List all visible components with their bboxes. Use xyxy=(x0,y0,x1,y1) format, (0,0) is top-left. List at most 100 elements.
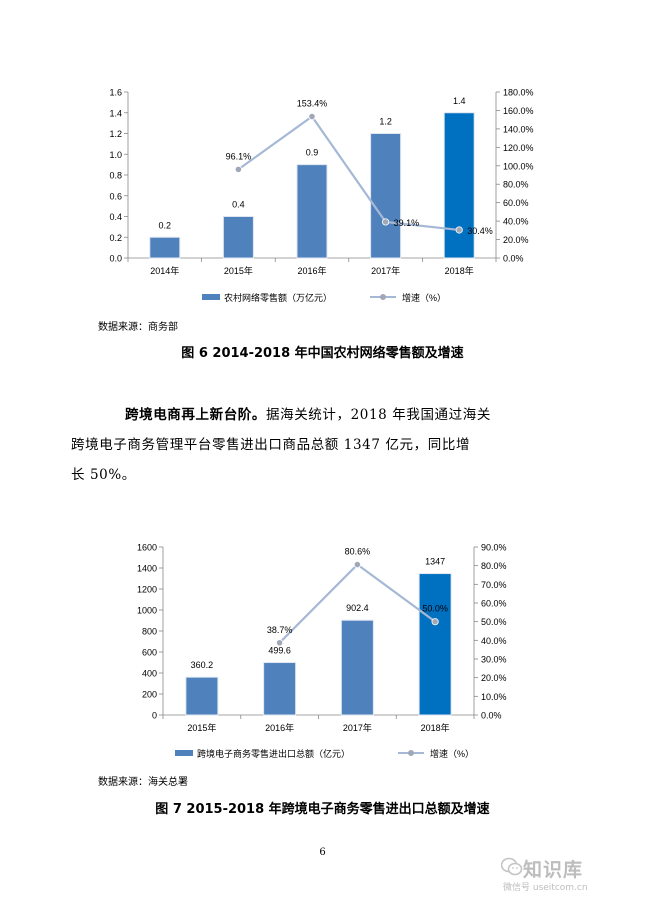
y-tick-label: 1.2 xyxy=(109,129,122,139)
bar-data-label: 0.2 xyxy=(159,220,172,230)
legend-bar-swatch xyxy=(175,750,193,756)
y-tick-label: 0.6 xyxy=(109,191,122,201)
paragraph-line2: 跨境电子商务管理平台零售进出口商品总额 1347 亿元，同比增 xyxy=(71,437,471,453)
x-tick-label: 2014年 xyxy=(150,265,179,276)
y-tick-label: 0.2 xyxy=(109,233,122,243)
growth-point xyxy=(234,165,242,173)
y2-tick-label: 60.0% xyxy=(503,198,529,208)
x-tick-label: 2017年 xyxy=(343,722,372,733)
x-tick-label: 2015年 xyxy=(224,265,253,276)
figure7-source: 数据来源：海关总署 xyxy=(98,777,188,788)
y-tick-label: 1600 xyxy=(137,543,157,553)
bar-data-label: 1.4 xyxy=(453,96,466,106)
y-tick-label: 200 xyxy=(142,690,157,700)
watermark-subtitle: 微信号 useitcom.cn xyxy=(503,883,588,893)
y2-tick-label: 160.0% xyxy=(503,106,534,116)
x-tick-label: 2017年 xyxy=(371,265,400,276)
paragraph-lead: 跨境电商再上新台阶。 xyxy=(125,407,266,423)
bar xyxy=(149,236,181,259)
y-tick-label: 0.8 xyxy=(109,171,122,181)
growth-data-label: 39.1% xyxy=(394,218,420,228)
y2-tick-label: 40.0% xyxy=(503,217,529,227)
y2-tick-label: 20.0% xyxy=(503,235,529,245)
body-paragraph: 跨境电商再上新台阶。据海关统计，2018 年我国通过海关 跨境电子商务管理平台零… xyxy=(71,400,548,490)
legend-bar-label: 农村网络零售额（万亿元） xyxy=(224,292,332,303)
bar xyxy=(443,112,475,259)
bar xyxy=(296,164,328,259)
growth-line xyxy=(237,114,460,232)
growth-point xyxy=(455,226,463,234)
growth-data-label: 30.4% xyxy=(467,226,493,236)
y2-tick-label: 90.0% xyxy=(481,543,507,553)
growth-data-label: 38.7% xyxy=(267,625,293,635)
figure6-source: 数据来源：商务部 xyxy=(98,322,178,333)
paragraph-line3: 长 50%。 xyxy=(71,467,136,483)
growth-point xyxy=(381,218,390,226)
growth-data-label: 80.6% xyxy=(345,547,371,557)
y-tick-label: 1400 xyxy=(137,564,157,574)
y2-tick-label: 10.0% xyxy=(481,692,507,702)
bar-data-label: 1347 xyxy=(425,557,445,567)
y-tick-label: 1.0 xyxy=(109,150,122,160)
figure7-caption: 图 7 2015-2018 年跨境电子商务零售进出口总额及增速 xyxy=(155,802,490,817)
y-tick-label: 1000 xyxy=(137,606,157,616)
growth-point xyxy=(431,618,439,626)
x-tick-label: 2018年 xyxy=(421,722,450,733)
x-tick-label: 2015年 xyxy=(187,722,216,733)
growth-point xyxy=(353,560,361,569)
watermark: 知识库 微信号 useitcom.cn xyxy=(501,853,621,895)
bar xyxy=(263,662,297,716)
bar-data-label: 902.4 xyxy=(346,603,369,613)
legend-line-marker xyxy=(408,750,414,756)
y2-tick-label: 100.0% xyxy=(503,161,534,171)
growth-point xyxy=(276,639,284,647)
wechat-icon xyxy=(501,857,523,876)
legend-bar-label: 跨境电子商务零售进出口总额（亿元） xyxy=(197,748,350,759)
bar xyxy=(185,676,219,716)
bar xyxy=(370,133,402,259)
y-tick-label: 0.4 xyxy=(109,212,122,222)
y2-tick-label: 70.0% xyxy=(481,580,507,590)
bar xyxy=(418,573,452,716)
x-tick-label: 2018年 xyxy=(445,265,474,276)
y-tick-label: 0 xyxy=(152,711,157,721)
x-tick-label: 2016年 xyxy=(297,265,326,276)
cross-border-chart: 0 200 400 600 800 1000 1200 1400 1600 0.0% 10.0% 20… xyxy=(137,543,507,760)
y-tick-label: 1.6 xyxy=(109,88,122,98)
x-tick-label: 2016年 xyxy=(265,722,294,733)
legend-line-label: 增速（%） xyxy=(402,292,446,303)
paragraph-line1: 据海关统计，2018 年我国通过海关 xyxy=(266,407,491,423)
watermark-logo: 知识库 xyxy=(523,859,584,881)
bar-data-label: 499.6 xyxy=(268,646,291,656)
bar xyxy=(340,619,374,716)
rural-retail-chart: 0.0 0.2 0.4 0.6 0.8 1.0 1.2 1.4 1.6 0.0% 20.0% 40.0… xyxy=(109,88,534,304)
y2-tick-label: 120.0% xyxy=(503,143,534,153)
growth-data-label: 153.4% xyxy=(297,99,328,109)
legend-line-marker xyxy=(380,294,386,300)
y-tick-label: 0.0 xyxy=(109,254,122,264)
growth-point xyxy=(308,112,316,121)
growth-data-label: 50.0% xyxy=(422,604,448,614)
y2-tick-label: 20.0% xyxy=(481,673,507,683)
y2-tick-label: 40.0% xyxy=(481,636,507,646)
y-tick-label: 1200 xyxy=(137,585,157,595)
y-tick-label: 400 xyxy=(142,669,157,679)
bar xyxy=(222,216,254,259)
y2-tick-label: 60.0% xyxy=(481,599,507,609)
bar-data-label: 360.2 xyxy=(191,660,214,670)
bar-data-label: 0.4 xyxy=(232,200,245,210)
y2-tick-label: 80.0% xyxy=(481,561,507,571)
y2-tick-label: 50.0% xyxy=(481,617,507,627)
y2-tick-label: 30.0% xyxy=(481,655,507,665)
y2-tick-label: 0.0% xyxy=(481,711,502,721)
figure6-caption: 图 6 2014-2018 年中国农村网络零售额及增速 xyxy=(181,346,464,361)
y2-tick-label: 180.0% xyxy=(503,88,534,98)
legend-bar-swatch xyxy=(202,294,220,300)
y-tick-label: 800 xyxy=(142,627,157,637)
y-tick-label: 600 xyxy=(142,648,157,658)
bar-data-label: 1.2 xyxy=(379,117,392,127)
y-tick-label: 1.4 xyxy=(109,108,122,118)
legend-line-label: 增速（%） xyxy=(430,748,474,759)
y2-tick-label: 0.0% xyxy=(503,254,524,264)
